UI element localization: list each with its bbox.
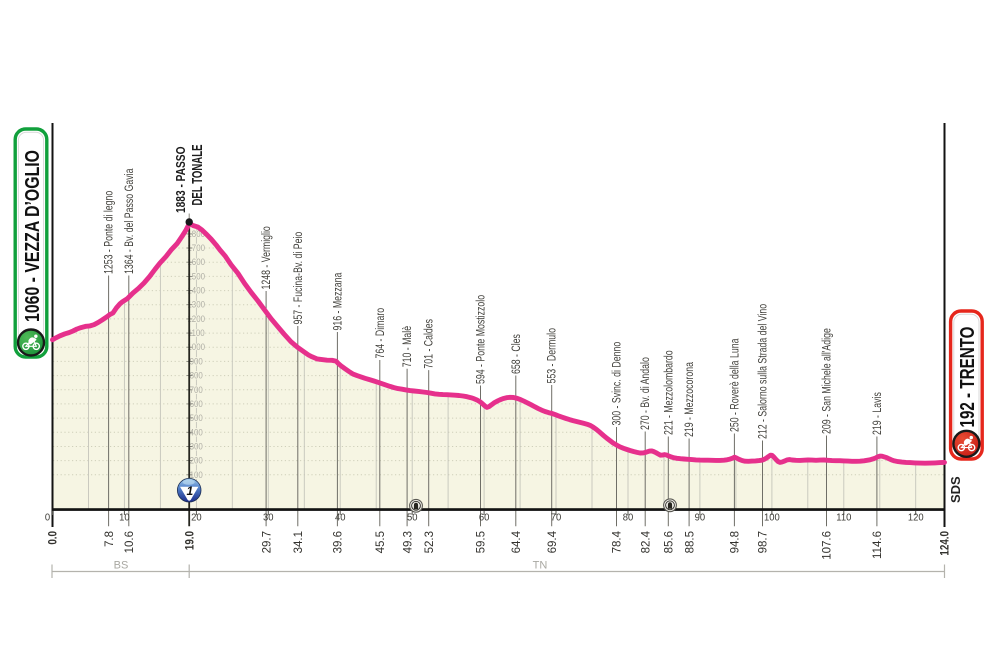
svg-text:1060 - VEZZA D’OGLIO: 1060 - VEZZA D’OGLIO	[22, 150, 44, 322]
svg-text:100: 100	[190, 469, 203, 480]
svg-text:DEL TONALE: DEL TONALE	[190, 144, 206, 205]
svg-text:7.8: 7.8	[103, 531, 116, 547]
svg-text:1000: 1000	[187, 342, 205, 353]
svg-text:1200: 1200	[187, 313, 205, 324]
svg-text:1: 1	[186, 484, 193, 498]
svg-text:0: 0	[45, 512, 51, 524]
svg-text:19.0: 19.0	[184, 531, 197, 550]
svg-text:1600: 1600	[187, 257, 205, 268]
svg-text:192 - TRENTO: 192 - TRENTO	[957, 327, 979, 428]
svg-text:212 - Salorno sulla Strada del: 212 - Salorno sulla Strada del Vino	[756, 304, 770, 439]
svg-text:30: 30	[263, 512, 274, 524]
svg-text:98.7: 98.7	[756, 531, 769, 553]
svg-text:1100: 1100	[188, 327, 205, 338]
svg-text:52.3: 52.3	[423, 531, 436, 554]
svg-text:0.0: 0.0	[47, 531, 60, 545]
svg-text:100: 100	[764, 512, 780, 524]
svg-text:1300: 1300	[187, 299, 205, 310]
svg-text:50: 50	[407, 512, 418, 524]
svg-text:40: 40	[335, 512, 346, 524]
svg-text:219 - Lavis: 219 - Lavis	[871, 392, 885, 435]
svg-text:200: 200	[190, 455, 203, 466]
svg-text:110: 110	[836, 512, 851, 524]
svg-text:78.4: 78.4	[610, 531, 623, 554]
svg-text:49.3: 49.3	[401, 531, 414, 554]
svg-text:957 - Fucina-Bv. di Peio: 957 - Fucina-Bv. di Peio	[292, 232, 306, 325]
svg-text:270 - Bv. di Andalo: 270 - Bv. di Andalo	[639, 357, 653, 430]
svg-text:300: 300	[190, 441, 203, 452]
svg-text:64.4: 64.4	[510, 531, 523, 554]
svg-text:82.4: 82.4	[639, 531, 652, 554]
svg-text:TN: TN	[533, 560, 548, 572]
svg-text:10.6: 10.6	[123, 531, 136, 554]
svg-text:1883 - PASSO: 1883 - PASSO	[173, 147, 188, 214]
svg-text:39.6: 39.6	[331, 531, 344, 554]
svg-text:88.5: 88.5	[683, 531, 696, 554]
svg-text:701 - Caldes: 701 - Caldes	[422, 319, 436, 369]
svg-text:1500: 1500	[187, 271, 205, 282]
svg-text:800: 800	[190, 370, 203, 381]
svg-text:60: 60	[479, 512, 490, 524]
svg-text:45.5: 45.5	[374, 531, 387, 554]
svg-text:700: 700	[190, 384, 203, 395]
svg-text:916 - Mezzana: 916 - Mezzana	[331, 272, 345, 330]
svg-text:10: 10	[119, 512, 130, 524]
svg-text:658 - Cles: 658 - Cles	[510, 334, 524, 374]
svg-text:553 - Dermulo: 553 - Dermulo	[545, 328, 559, 384]
svg-text:85.6: 85.6	[662, 531, 675, 554]
svg-text:124.0: 124.0	[939, 531, 952, 556]
svg-text:600: 600	[190, 398, 203, 409]
svg-text:764 - Dimaro: 764 - Dimaro	[374, 308, 388, 359]
svg-text:400: 400	[190, 427, 203, 438]
svg-text:500: 500	[190, 412, 203, 423]
svg-text:594 - Ponte Mostizzolo: 594 - Ponte Mostizzolo	[474, 295, 488, 384]
svg-text:710 - Malè: 710 - Malè	[401, 326, 415, 367]
svg-text:221 - Mezzolombardo: 221 - Mezzolombardo	[662, 350, 676, 435]
svg-text:1400: 1400	[187, 285, 205, 296]
svg-text:250 - Roverè della Luna: 250 - Roverè della Luna	[728, 338, 742, 432]
svg-text:114.6: 114.6	[871, 531, 884, 559]
svg-text:219 - Mezzocorona: 219 - Mezzocorona	[683, 362, 697, 437]
svg-text:300 - Svinc. di Denno: 300 - Svinc. di Denno	[610, 342, 624, 426]
svg-text:59.5: 59.5	[474, 531, 487, 554]
svg-text:209 - San Michele all'Adige: 209 - San Michele all'Adige	[820, 328, 834, 434]
svg-text:1248 - Vermiglio: 1248 - Vermiglio	[260, 226, 274, 289]
svg-text:120: 120	[908, 512, 924, 524]
svg-text:29.7: 29.7	[260, 531, 273, 553]
svg-text:94.8: 94.8	[728, 531, 741, 554]
svg-text:1700: 1700	[187, 242, 205, 253]
svg-text:1253 - Ponte di legno: 1253 - Ponte di legno	[102, 191, 116, 274]
svg-text:70: 70	[551, 512, 562, 524]
svg-text:20: 20	[191, 512, 202, 524]
svg-text:34.1: 34.1	[292, 531, 305, 553]
svg-text:107.6: 107.6	[820, 531, 833, 560]
svg-text:900: 900	[190, 356, 203, 367]
svg-text:SDS: SDS	[948, 476, 963, 503]
svg-text:1364 - Bv. del Passo Gavia: 1364 - Bv. del Passo Gavia	[123, 168, 137, 274]
svg-text:90: 90	[695, 512, 706, 524]
svg-text:80: 80	[623, 512, 634, 524]
svg-text:BS: BS	[114, 560, 129, 572]
svg-text:69.4: 69.4	[546, 531, 559, 554]
